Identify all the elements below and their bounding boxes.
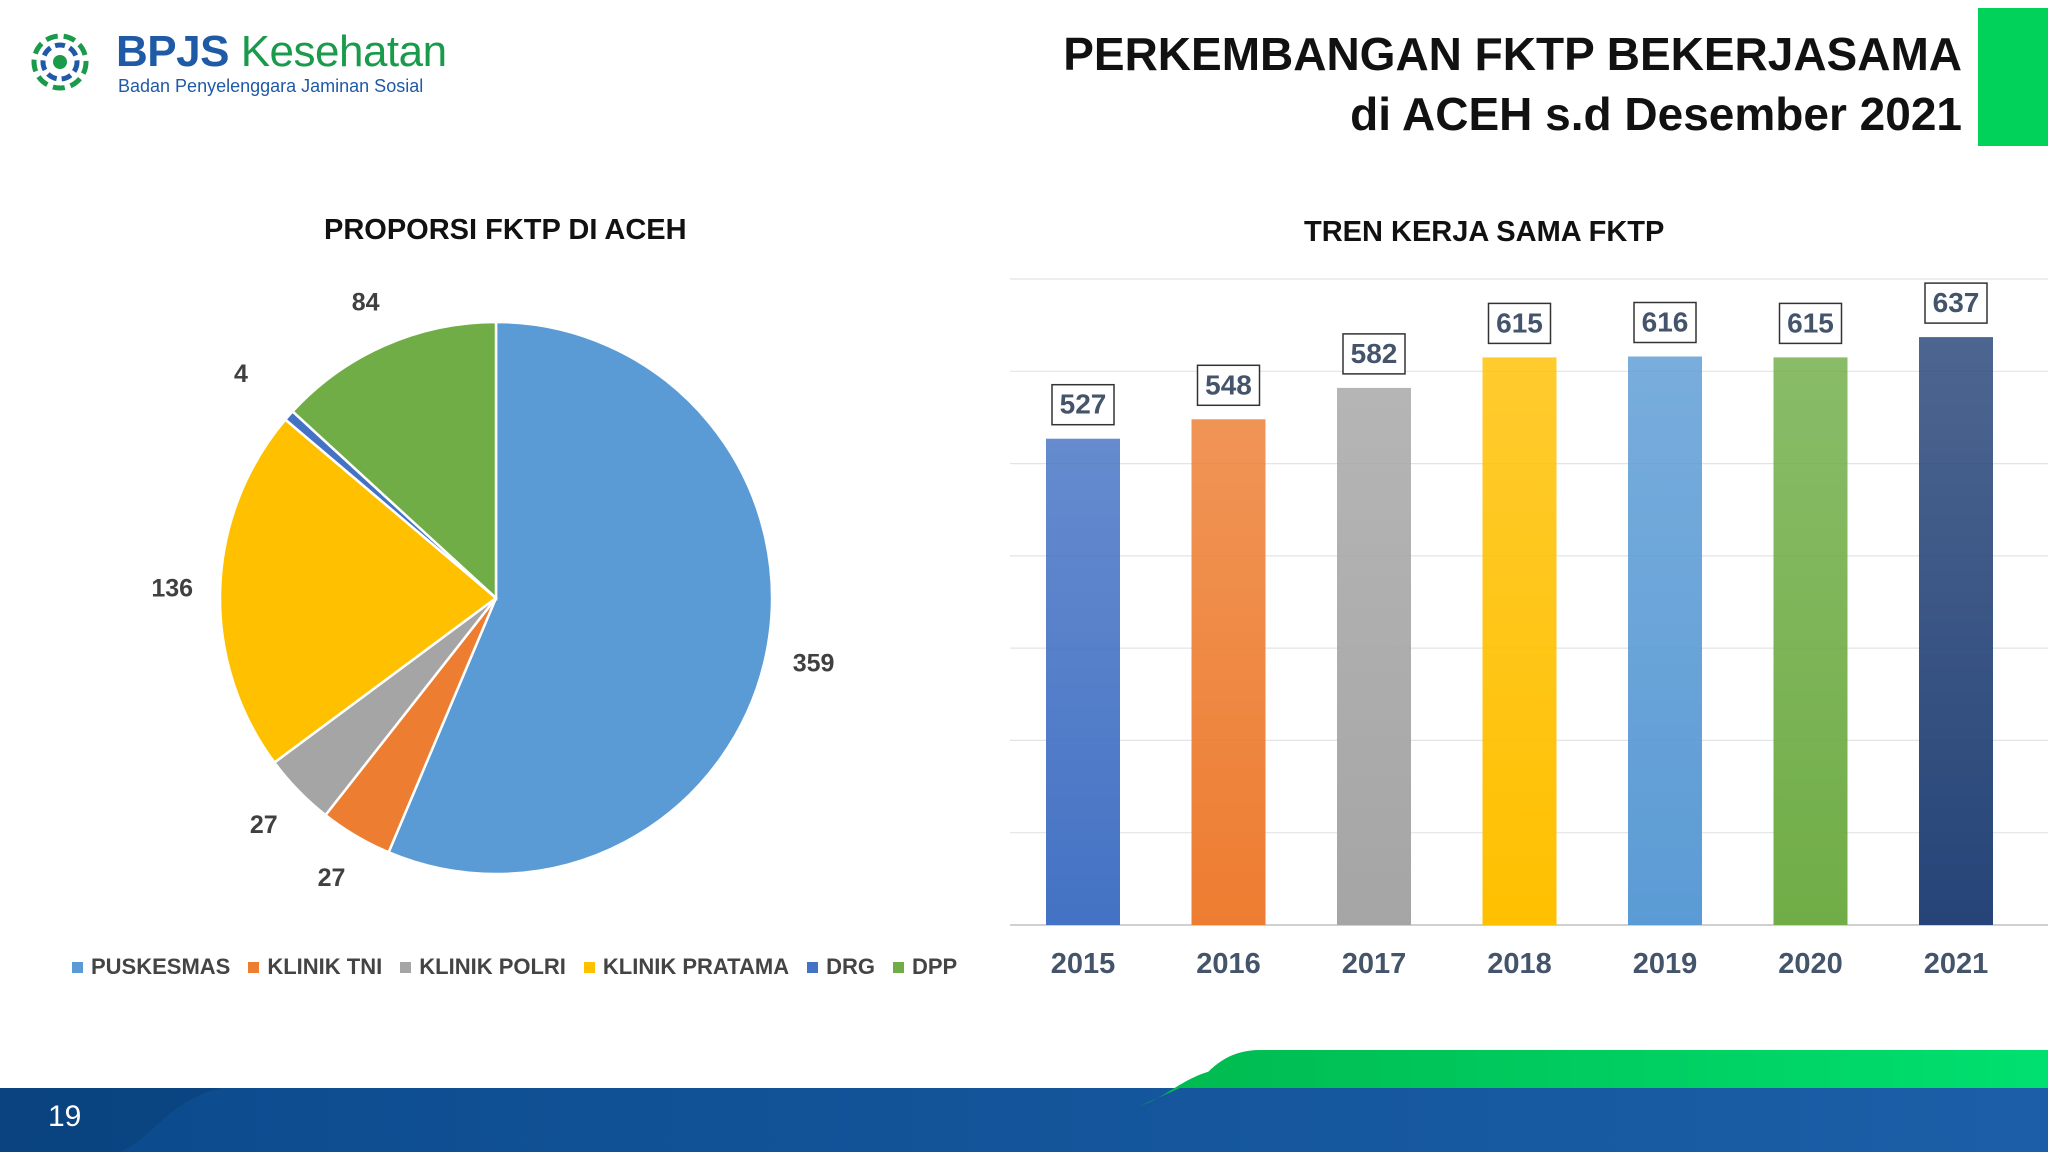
pie-data-label: 4 xyxy=(234,360,248,388)
pie-slice-puskesmas xyxy=(387,320,774,876)
x-tick-label: 2016 xyxy=(1196,948,1261,980)
legend-swatch xyxy=(807,961,819,973)
bar-data-label: 527 xyxy=(1060,389,1107,420)
pie-data-label: 27 xyxy=(318,864,346,892)
legend-swatch xyxy=(72,961,83,973)
legend-swatch xyxy=(400,961,412,973)
bar-data-label: 582 xyxy=(1351,338,1398,369)
brand-subtitle: Badan Penyelenggara Jaminan Sosial xyxy=(118,76,424,96)
x-tick-label: 2021 xyxy=(1924,948,1989,980)
bar-data-label: 548 xyxy=(1205,369,1252,400)
bar-chart-svg: 527 2015 548 2016 582 2017 615 2018 616 2019 615 20… xyxy=(1010,278,2048,980)
bar-data-label: 615 xyxy=(1496,307,1543,338)
bar-2016 xyxy=(1191,419,1266,925)
pie-data-label: 359 xyxy=(793,649,835,677)
legend-swatch xyxy=(248,961,260,973)
bar-2017 xyxy=(1337,387,1411,925)
x-tick-label: 2015 xyxy=(1051,948,1116,980)
bar-data-label-box xyxy=(1778,302,1843,345)
title-accent-bar xyxy=(1978,8,2048,146)
title-line-1: PERKEMBANGAN FKTP BEKERJASAMA xyxy=(1063,28,1962,80)
pie-data-label: 84 xyxy=(352,288,380,316)
bar-data-label-box xyxy=(1924,282,1988,324)
page-number: 19 xyxy=(48,1100,82,1133)
pie-data-label: 136 xyxy=(151,575,193,603)
legend-item: KLINIK PRATAMA xyxy=(583,954,790,980)
page-title: PERKEMBANGAN FKTP BEKERJASAMA di ACEH s.… xyxy=(1063,24,1962,144)
legend-label: KLINIK TNI xyxy=(267,954,383,979)
bar-2018 xyxy=(1482,357,1557,925)
legend-label: PUSKESMAS xyxy=(91,954,231,979)
legend-label: KLINIK POLRI xyxy=(419,954,566,979)
bar-data-label: 616 xyxy=(1642,307,1689,338)
bar-chart-title: TREN KERJA SAMA FKTP xyxy=(1304,216,1665,248)
legend-swatch xyxy=(583,961,595,973)
title-line-2: di ACEH s.d Desember 2021 xyxy=(1350,88,1962,140)
bar-2021 xyxy=(1919,337,1993,926)
bar-2020 xyxy=(1773,357,1848,925)
x-tick-label: 2019 xyxy=(1633,948,1698,980)
bar-data-label-box xyxy=(1196,364,1261,407)
legend-swatch xyxy=(892,961,904,973)
bar-2019 xyxy=(1628,356,1702,925)
pie-chart-svg: 359 27 27 136 4 84 xyxy=(151,288,835,892)
footer-band xyxy=(0,1050,2048,1152)
x-tick-label: 2020 xyxy=(1778,948,1843,980)
legend-item: DRG xyxy=(807,954,875,980)
pie-chart: 359 27 27 136 4 84 xyxy=(0,240,1000,940)
bar-2015 xyxy=(1046,438,1120,925)
legend-label: KLINIK PRATAMA xyxy=(602,954,790,979)
legend-item: KLINIK TNI xyxy=(248,954,382,980)
bar-data-label-box xyxy=(1487,302,1552,345)
pie-legend: PUSKESMAS KLINIK TNI KLINIK POLRI KLINIK PR… xyxy=(72,950,957,984)
legend-item: DPP xyxy=(892,954,958,980)
pie-slice-dpp xyxy=(290,320,498,601)
bar-data-label: 637 xyxy=(1933,287,1980,318)
legend-label: DPP xyxy=(911,954,958,979)
bar-data-label: 615 xyxy=(1787,307,1834,338)
bpjs-logo: BPJS Kesehatan Badan Penyelenggara Jamin… xyxy=(28,26,448,106)
bar-data-label-box xyxy=(1633,301,1697,344)
legend-item: KLINIK POLRI xyxy=(400,954,566,980)
legend-label: DRG xyxy=(826,954,875,979)
bar-data-label-box xyxy=(1342,333,1406,375)
pie-chart-title: PROPORSI FKTP DI ACEH xyxy=(324,214,687,246)
bar-data-label-box xyxy=(1051,383,1115,426)
pie-slice-klinik-pratama xyxy=(218,417,499,765)
brand-name: BPJS Kesehatan xyxy=(116,26,447,78)
brand-part2: Kesehatan xyxy=(240,27,447,76)
bpjs-emblem-icon xyxy=(31,33,89,91)
x-tick-label: 2018 xyxy=(1487,948,1552,980)
legend-item: PUSKESMAS xyxy=(72,954,230,980)
brand-part1: BPJS xyxy=(116,27,229,76)
bar-chart: 527 2015 548 2016 582 2017 615 2018 616 2019 615 20… xyxy=(1000,240,2048,1010)
x-tick-label: 2017 xyxy=(1342,948,1407,980)
pie-data-label: 27 xyxy=(250,811,278,839)
